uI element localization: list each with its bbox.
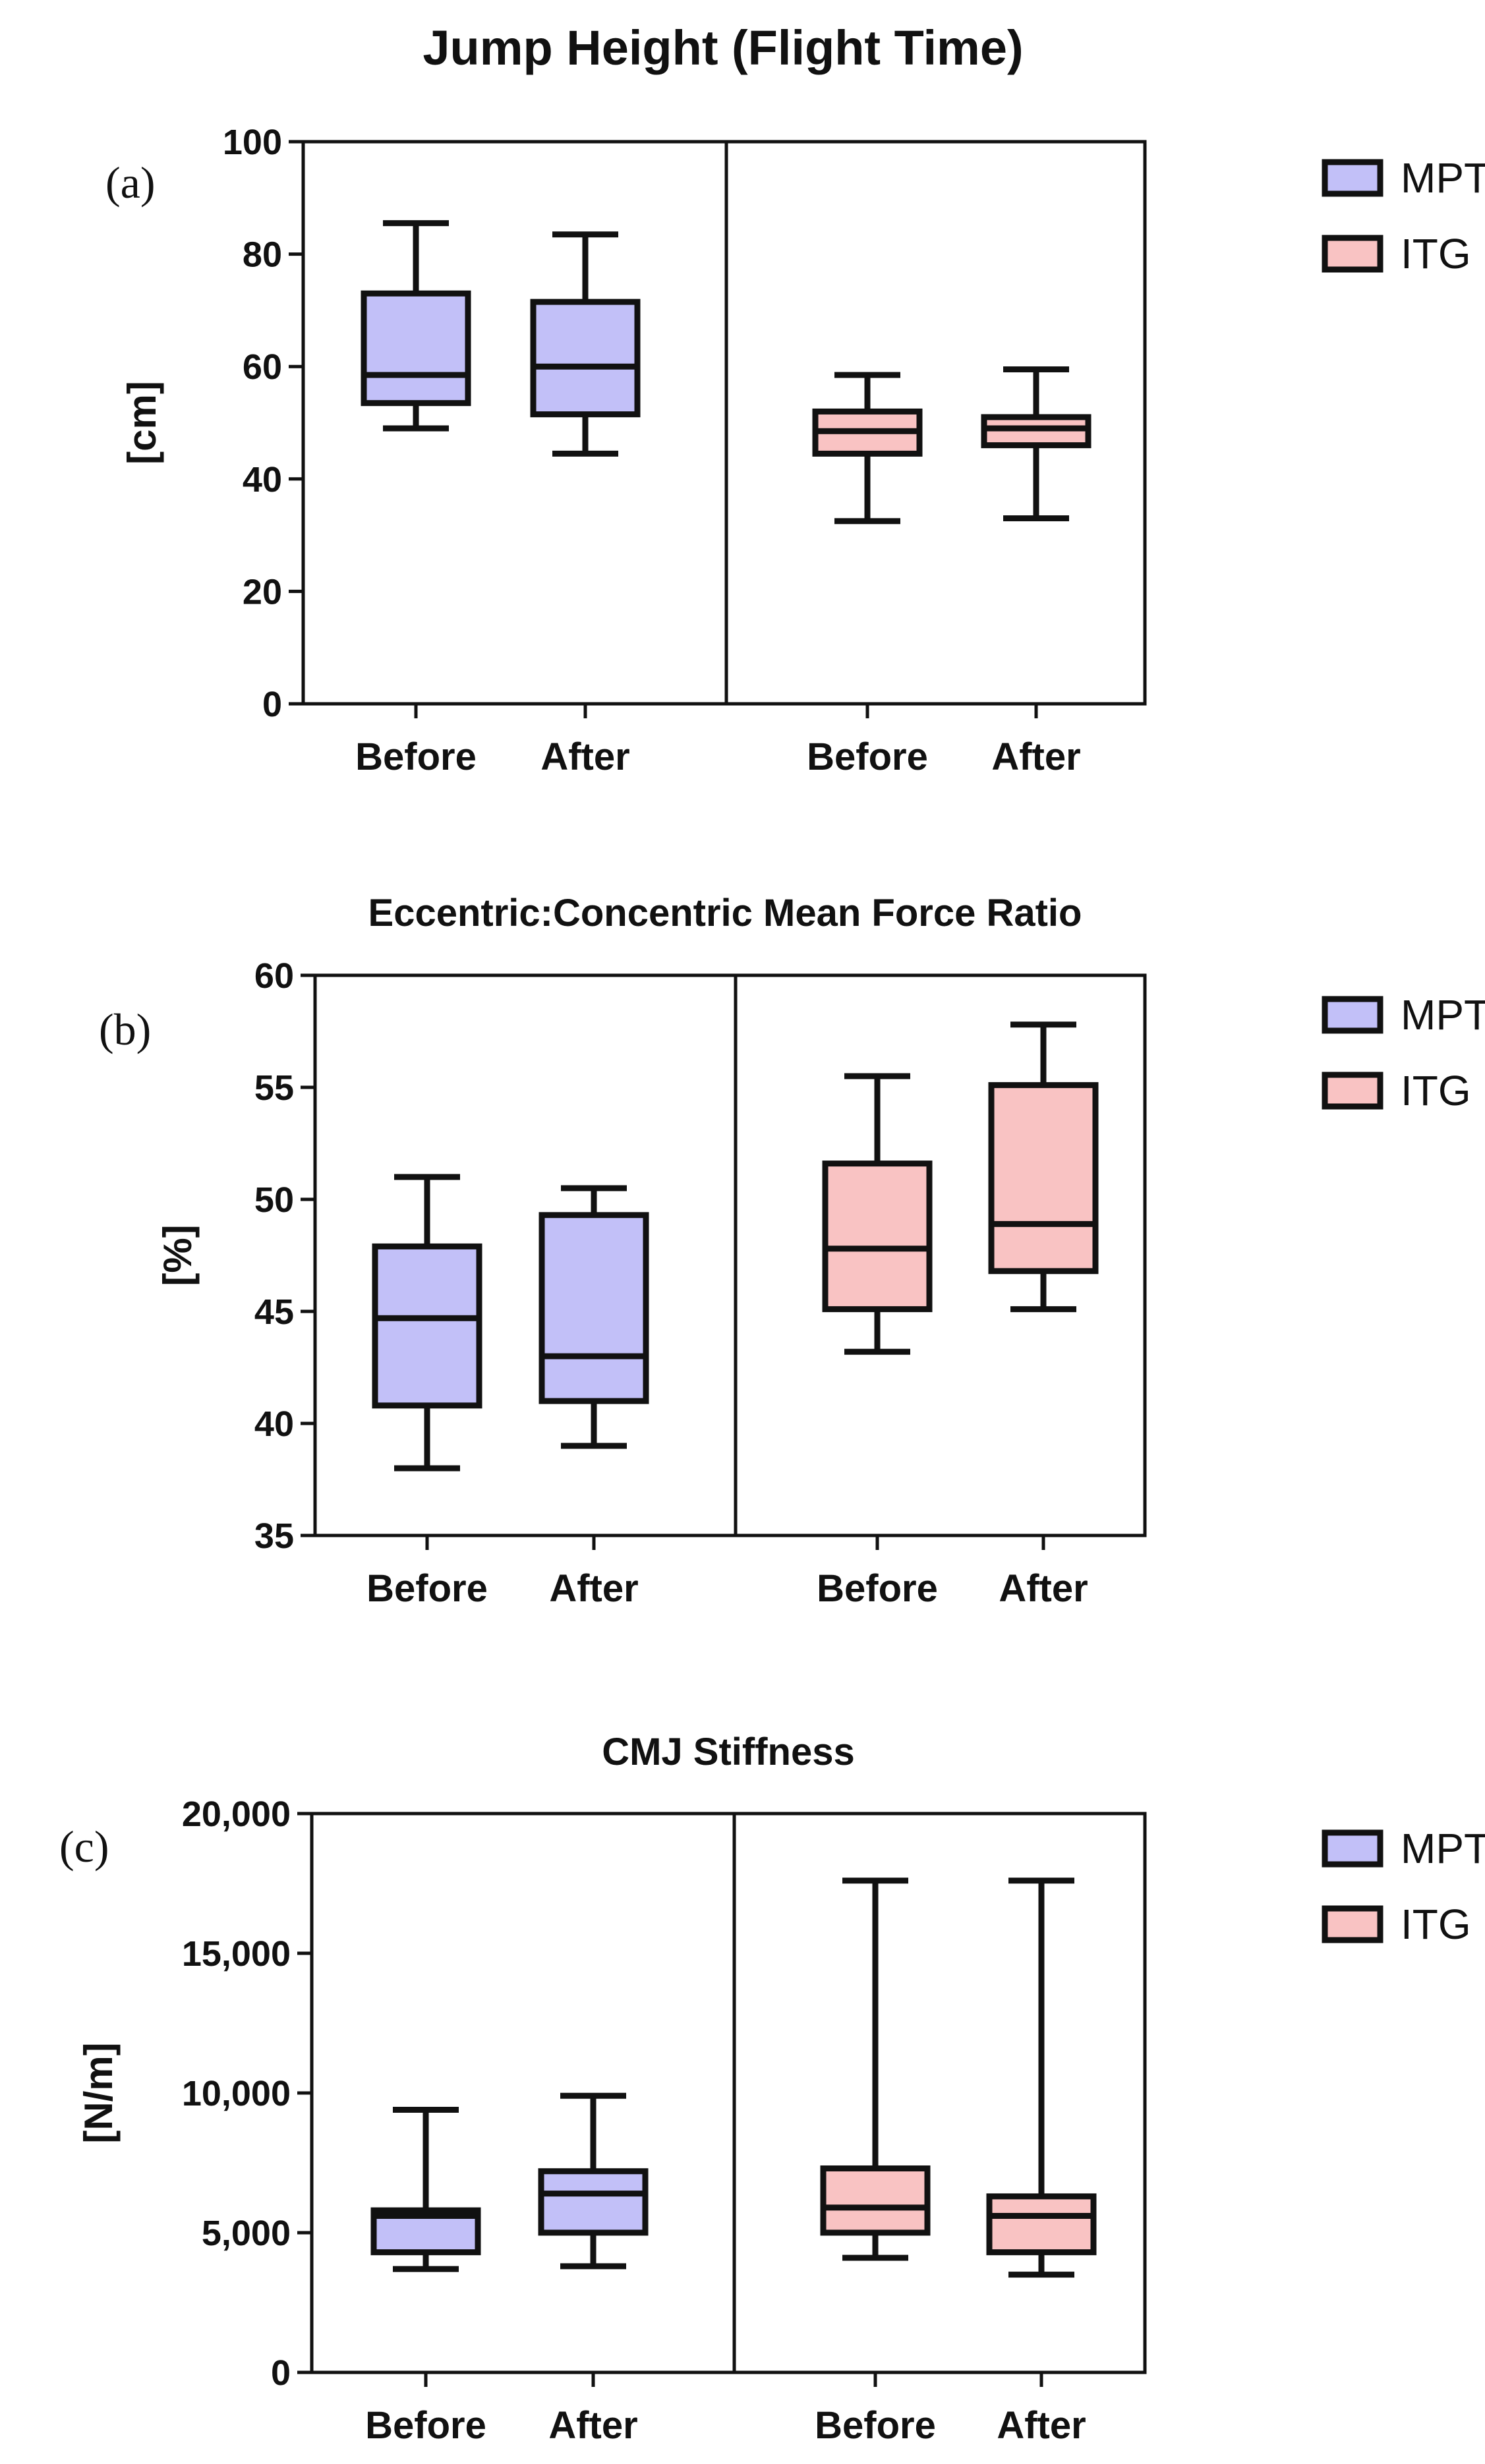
iqr-box — [820, 2165, 931, 2236]
iqr-box — [822, 1160, 933, 1313]
x-tick-label: After — [548, 2404, 637, 2447]
legend-label: ITG — [1401, 1067, 1471, 1114]
chart-title: Eccentric:Concentric Mean Force Ratio — [368, 892, 1082, 934]
box-itg-after — [988, 1021, 1099, 1313]
x-tick-label: Before — [355, 735, 477, 778]
iqr-box — [988, 1082, 1099, 1275]
legend-label: ITG — [1401, 230, 1471, 277]
legend-swatch — [1322, 996, 1383, 1034]
legend-label: MPT — [1401, 1825, 1485, 1872]
legend-label: MPT — [1401, 154, 1485, 202]
x-tick-label: Before — [815, 2404, 936, 2447]
chart-panel-a: Jump Height (Flight Time) (a) [cm] 0 20 40 60 8… — [105, 20, 1485, 778]
y-tick-label: 60 — [254, 956, 294, 996]
chart-panels: Jump Height (Flight Time) (a) [cm] 0 20 40 60 8… — [59, 20, 1485, 2447]
y-tick-label: 80 — [243, 235, 282, 275]
y-tick-label: 0 — [271, 2353, 291, 2393]
iqr-box — [361, 290, 471, 407]
legend-label: MPT — [1401, 991, 1485, 1039]
iqr-box — [372, 1243, 482, 1409]
x-tick-label: After — [997, 2404, 1086, 2447]
x-tick-label: Before — [365, 2404, 486, 2447]
y-tick-label: 50 — [254, 1180, 294, 1220]
x-tick-label: Before — [807, 735, 928, 778]
legend-item-itg: ITG — [1322, 230, 1471, 277]
legend-item-itg: ITG — [1322, 1901, 1471, 1948]
chart-panel-b: Eccentric:Concentric Mean Force Ratio (b)… — [99, 892, 1485, 1610]
legend-swatch — [1322, 159, 1383, 197]
x-tick-label: After — [540, 735, 629, 778]
box-mpt-before — [370, 2106, 481, 2272]
y-tick-label: 20,000 — [182, 1794, 291, 1834]
x-tick-label: After — [999, 1567, 1088, 1610]
y-tick-label: 55 — [254, 1068, 294, 1108]
x-tick-label: After — [991, 735, 1080, 778]
legend-swatch — [1322, 235, 1383, 273]
legend-swatch — [1322, 1829, 1383, 1868]
y-tick-label: 60 — [243, 347, 282, 387]
legend-item-mpt: MPT — [1322, 991, 1485, 1039]
x-tick-label: Before — [817, 1567, 938, 1610]
panel-label: (b) — [99, 1004, 151, 1054]
y-axis-label: [N/m] — [76, 2042, 121, 2143]
chart-panel-c: CMJ Stiffness (c) [N/m] 0 5,000 10,000 15,000 2… — [59, 1731, 1485, 2447]
y-axis-label: [cm] — [120, 381, 164, 465]
y-tick-label: 40 — [243, 460, 282, 500]
iqr-box — [530, 299, 641, 418]
y-tick-label: 10,000 — [182, 2074, 291, 2113]
legend-item-itg: ITG — [1322, 1067, 1471, 1114]
box-itg-after — [986, 1877, 1097, 2278]
panel-label: (a) — [105, 158, 155, 208]
y-tick-label: 0 — [262, 685, 282, 724]
plot-frame — [301, 140, 1147, 706]
box-itg-before — [822, 1073, 933, 1355]
box-mpt-after — [539, 1185, 649, 1449]
y-tick-label: 35 — [254, 1516, 294, 1556]
panel-label: (c) — [59, 1821, 109, 1872]
legend-item-mpt: MPT — [1322, 154, 1485, 202]
legend-swatch — [1322, 1072, 1383, 1110]
x-tick-label: After — [549, 1567, 638, 1610]
iqr-box — [986, 2193, 1097, 2256]
legend-label: ITG — [1401, 1901, 1471, 1948]
y-tick-label: 45 — [254, 1292, 294, 1332]
box-itg-before — [812, 372, 923, 525]
y-tick-label: 15,000 — [182, 1934, 291, 1974]
y-tick-label: 40 — [254, 1404, 294, 1444]
box-itg-before — [820, 1877, 931, 2261]
chart-title: CMJ Stiffness — [602, 1731, 855, 1773]
box-itg-after — [981, 366, 1092, 522]
plot-frame — [310, 1812, 1147, 2374]
iqr-box — [538, 2168, 649, 2236]
y-axis-label: [%] — [156, 1224, 200, 1286]
y-tick-label: 100 — [223, 123, 282, 162]
y-tick-label: 5,000 — [202, 2214, 291, 2253]
x-tick-label: Before — [366, 1567, 488, 1610]
legend-swatch — [1322, 1905, 1383, 1943]
box-mpt-before — [372, 1174, 482, 1472]
chart-title: Jump Height (Flight Time) — [422, 20, 1023, 75]
box-mpt-after — [538, 2092, 649, 2270]
box-mpt-after — [530, 231, 641, 457]
box-mpt-before — [361, 220, 471, 432]
iqr-box — [539, 1212, 649, 1404]
y-tick-label: 20 — [243, 572, 282, 612]
legend-item-mpt: MPT — [1322, 1825, 1485, 1872]
plot-frame — [313, 973, 1147, 1537]
